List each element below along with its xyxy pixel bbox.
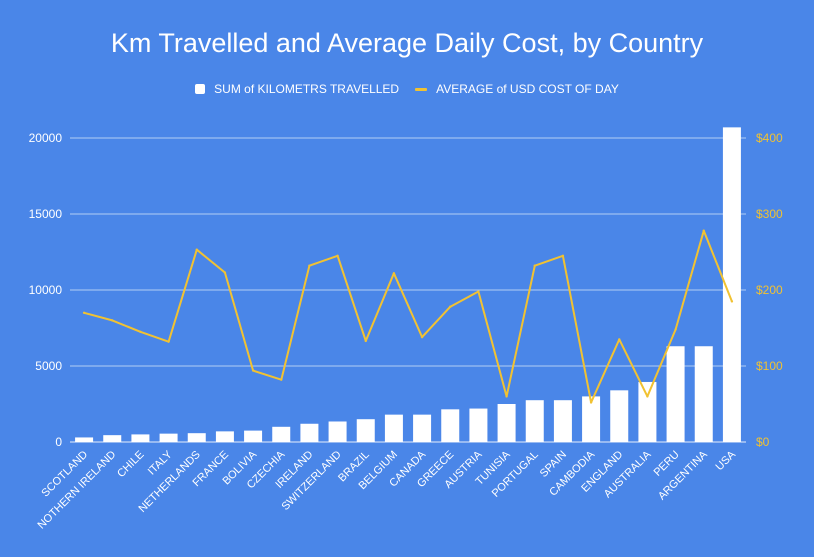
cost-point [589, 401, 593, 404]
y-right-tick-label: $400 [756, 131, 783, 145]
cost-point [420, 335, 424, 339]
bar [187, 433, 206, 442]
y-left-tick-label: 10000 [29, 283, 63, 297]
cost-point [477, 290, 480, 293]
bar [356, 419, 375, 442]
x-tick-label: CHILE [115, 449, 146, 480]
cost-point [561, 254, 565, 257]
chart-legend: SUM of KILOMETRS TRAVELLED AVERAGE of US… [0, 82, 814, 96]
cost-point [336, 254, 339, 257]
y-left-tick-label: 0 [55, 435, 62, 449]
bar [666, 346, 685, 442]
cost-point [730, 300, 734, 303]
cost-line [83, 229, 733, 404]
bar [525, 400, 544, 442]
bar [131, 434, 150, 442]
cost-point [280, 378, 283, 381]
bar [300, 423, 319, 442]
cost-point [111, 319, 114, 322]
y-right-tick-label: $200 [756, 283, 783, 297]
legend-item-kilometres[interactable]: SUM of KILOMETRS TRAVELLED [195, 82, 399, 96]
cost-point [702, 229, 705, 232]
x-tick-label: USA [714, 448, 739, 473]
legend-label-cost: AVERAGE of USD COST OF DAY [436, 82, 619, 96]
cost-point [533, 264, 536, 267]
bar [75, 437, 94, 442]
bar [610, 390, 629, 442]
cost-point [505, 395, 508, 398]
cost-point [167, 340, 170, 343]
bar [103, 435, 122, 442]
bar [722, 127, 741, 443]
y-right-tick-label: $300 [756, 207, 783, 221]
cost-point [82, 311, 86, 314]
y-right-tick-label: $100 [756, 359, 783, 373]
cost-point [618, 338, 621, 341]
bar [497, 404, 516, 442]
legend-swatch-line [415, 87, 428, 91]
cost-point [646, 395, 649, 398]
cost-point [364, 339, 367, 343]
chart-title: Km Travelled and Average Daily Cost, by … [110, 28, 704, 58]
bar [159, 433, 178, 442]
cost-point [223, 271, 227, 274]
cost-point [674, 328, 677, 331]
bar [328, 421, 347, 442]
bar [215, 431, 234, 442]
bar [638, 381, 657, 442]
cost-point [251, 369, 255, 372]
legend-item-cost[interactable]: AVERAGE of USD COST OF DAY [415, 82, 619, 96]
cost-point [449, 305, 452, 308]
y-left-tick-label: 5000 [35, 359, 62, 373]
bar [384, 414, 403, 442]
bar [469, 408, 488, 442]
bar [553, 400, 572, 442]
bar [244, 430, 263, 442]
cost-point [308, 264, 311, 267]
legend-swatch-bar [195, 84, 206, 94]
legend-label-kilometres: SUM of KILOMETRS TRAVELLED [214, 82, 400, 96]
cost-point [195, 248, 198, 251]
y-left-tick-label: 15000 [29, 207, 63, 221]
bar [694, 346, 713, 442]
bar [582, 396, 601, 442]
y-right-tick-label: $0 [756, 435, 770, 449]
bar [272, 426, 291, 442]
y-left-tick-label: 20000 [29, 131, 63, 145]
bar [441, 409, 460, 442]
bar [413, 414, 432, 442]
cost-point [392, 272, 396, 275]
cost-point [139, 330, 142, 333]
